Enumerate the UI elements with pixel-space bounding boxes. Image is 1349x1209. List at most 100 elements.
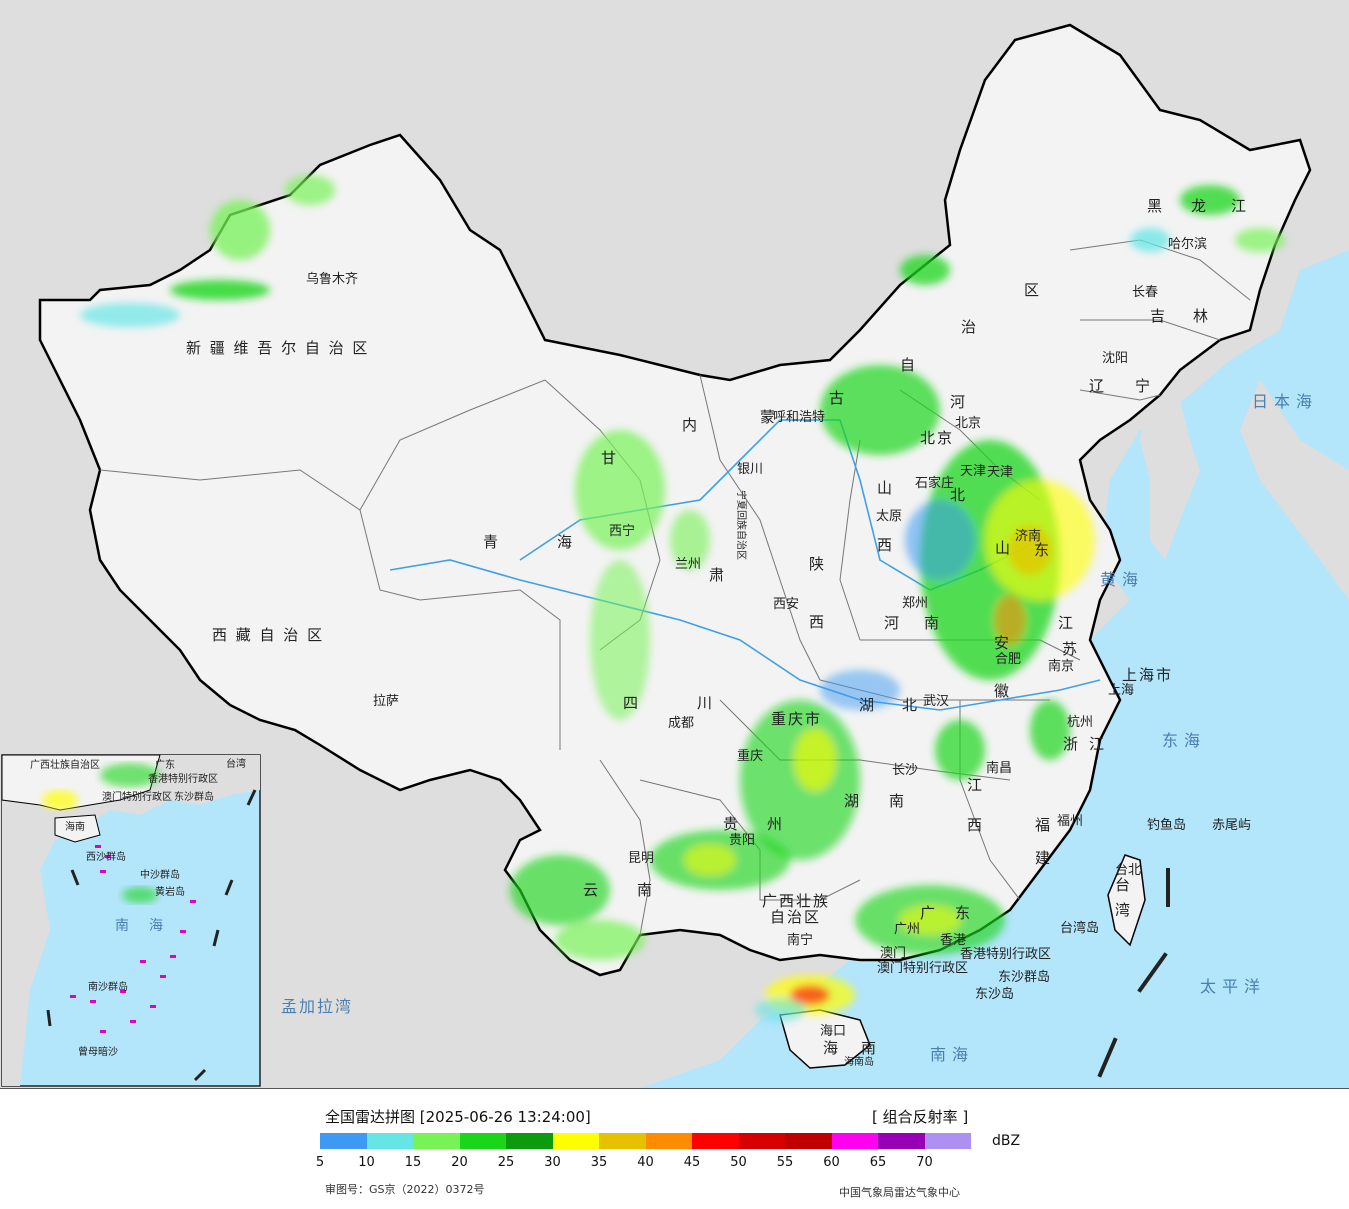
color-scale-ticks: 5 10 15 20 25 30 35 40 45 50 55 60 65 70: [0, 1155, 1349, 1173]
label-hainan-2: 南: [861, 1039, 878, 1057]
scale-tick-label: 45: [683, 1155, 701, 1170]
city-fuzhou: 福州: [1057, 814, 1083, 829]
sea-pacific: 太平洋: [1200, 977, 1266, 996]
island-dongsha-dao: 东沙岛: [975, 986, 1014, 1002]
color-swatch-6: [599, 1133, 646, 1149]
city-shanghai: 上海: [1108, 683, 1134, 698]
label-neimeng-5: 治: [961, 318, 978, 336]
city-xian: 西安: [773, 597, 799, 612]
island-diaoyu: 钓鱼岛: [1147, 817, 1186, 833]
color-swatch-7: [645, 1133, 692, 1149]
label-qinghai-1: 青: [483, 533, 500, 551]
label-beijing: 北京: [920, 429, 954, 447]
label-neimeng-6: 区: [1024, 281, 1041, 299]
city-guiyang: 贵阳: [729, 833, 755, 848]
map-labels: 新 疆 维 吾 尔 自 治 区 西 藏 自 治 区 青 海 甘 肃 内 蒙 古 …: [30, 197, 1312, 1068]
legend-panel: 全国雷达拼图 [2025-06-26 13:24:00] [ 组合反射率 ] d…: [0, 1088, 1349, 1209]
city-taibei: 台北: [1115, 863, 1141, 878]
city-wuhan: 武汉: [923, 694, 949, 709]
scale-tick-label: 40: [637, 1155, 654, 1170]
label-jiangxi-2: 西: [967, 816, 984, 834]
taiwan-island: [1107, 854, 1146, 947]
label-xizang: 西 藏 自 治 区: [212, 626, 324, 644]
scale-tick-label: 20: [451, 1155, 468, 1170]
scale-tick-label: 35: [590, 1155, 608, 1170]
inset-guangxi: 广西壮族自治区: [30, 758, 100, 771]
city-hefei: 合肥: [995, 652, 1021, 667]
label-guizhou-2: 州: [767, 815, 784, 833]
inset-dongsha: 东沙群岛: [174, 790, 214, 803]
city-guangzhou: 广州: [894, 922, 920, 937]
label-fujian-1: 福: [1035, 816, 1052, 834]
city-lhasa: 拉萨: [373, 694, 399, 709]
city-beijing: 北京: [955, 416, 981, 431]
inset-macao: 澳门特别行政区: [102, 790, 172, 803]
inset-hongkong: 香港特别行政区: [148, 772, 218, 785]
label-shaanxi-2: 西: [809, 613, 826, 631]
city-shijiazhuang: 石家庄: [915, 475, 954, 491]
inset-nanhai: 南海: [115, 918, 183, 934]
inset-guangdong: 广东: [155, 758, 175, 771]
label-shanxi-1: 山: [877, 479, 894, 497]
scale-tick-label: 50: [730, 1155, 747, 1170]
city-macao: 澳门: [880, 945, 906, 961]
city-kunming: 昆明: [628, 851, 654, 866]
label-jiangsu-1: 江: [1058, 614, 1075, 632]
label-hlj-1: 黑: [1147, 197, 1164, 215]
label-taiwan-2: 湾: [1115, 901, 1132, 919]
sea-donghai: 东海: [1162, 731, 1206, 750]
city-changsha: 长沙: [892, 763, 918, 778]
label-hebei-2: 北: [950, 486, 967, 504]
label-hainan-1: 海: [823, 1039, 840, 1057]
city-taiyuan: 太原: [876, 509, 902, 524]
city-lanzhou: 兰州: [675, 557, 701, 572]
inset-xisha: 西沙群岛: [86, 850, 126, 863]
color-swatch-12: [878, 1133, 925, 1149]
label-henan-1: 河: [884, 614, 901, 632]
label-xinjiang: 新 疆 维 吾 尔 自 治 区: [186, 339, 369, 357]
city-shenyang: 沈阳: [1102, 351, 1128, 366]
legend-title: 全国雷达拼图 [2025-06-26 13:24:00]: [325, 1108, 591, 1126]
foreign-land-korea-japan: [1140, 380, 1349, 600]
label-sichuan-1: 四: [623, 694, 640, 712]
city-hohhot: 呼和浩特: [773, 410, 825, 425]
island-chiwei: 赤尾屿: [1212, 818, 1251, 833]
scale-tick-label: 10: [358, 1155, 375, 1170]
color-swatch-5: [552, 1133, 599, 1149]
radar-echoes: [80, 175, 1285, 1022]
label-hubei-2: 北: [902, 696, 919, 714]
color-swatch-2: [413, 1133, 460, 1149]
label-chongqing: 重庆市: [771, 710, 822, 728]
label-henan-2: 南: [924, 614, 941, 632]
inset-taiwan: 台湾: [226, 757, 246, 770]
legend-unit: dBZ: [992, 1133, 1021, 1149]
label-shanxi-2: 西: [877, 536, 894, 554]
city-zhengzhou: 郑州: [902, 596, 928, 611]
label-hunan-1: 湖: [844, 792, 861, 810]
label-fujian-2: 建: [1035, 849, 1052, 867]
label-shaanxi-1: 陕: [809, 555, 826, 573]
label-shandong-2: 东: [1034, 541, 1051, 559]
label-neimeng-3: 古: [829, 389, 846, 407]
scale-tick-label: 30: [544, 1155, 561, 1170]
label-hunan-2: 南: [889, 792, 906, 810]
city-hongkong: 香港: [940, 933, 966, 948]
scale-tick-label: 70: [916, 1155, 933, 1170]
label-shanghai: 上海市: [1122, 666, 1173, 684]
label-macao-sar: 澳门特别行政区: [877, 960, 968, 976]
inset-zengmu: 曾母暗沙: [78, 1045, 118, 1058]
color-swatch-13: [924, 1133, 971, 1149]
label-gansu-2: 肃: [709, 566, 726, 584]
sea-huanghai: 黄海: [1100, 570, 1144, 589]
label-ningxia: 宁夏回族自治区: [735, 490, 748, 560]
city-urumqi: 乌鲁木齐: [306, 271, 358, 287]
color-swatch-8: [692, 1133, 739, 1149]
scale-tick-label: 25: [497, 1155, 515, 1170]
inset-zhongsha: 中沙群岛: [140, 868, 180, 881]
city-jinan: 济南: [1015, 528, 1041, 544]
label-anhui-1: 安: [994, 634, 1011, 652]
label-guangxi-1: 广西壮族: [762, 892, 830, 910]
color-swatch-1: [366, 1133, 413, 1149]
label-yunnan-2: 南: [637, 881, 654, 899]
label-zhejiang-1: 浙: [1063, 735, 1080, 753]
